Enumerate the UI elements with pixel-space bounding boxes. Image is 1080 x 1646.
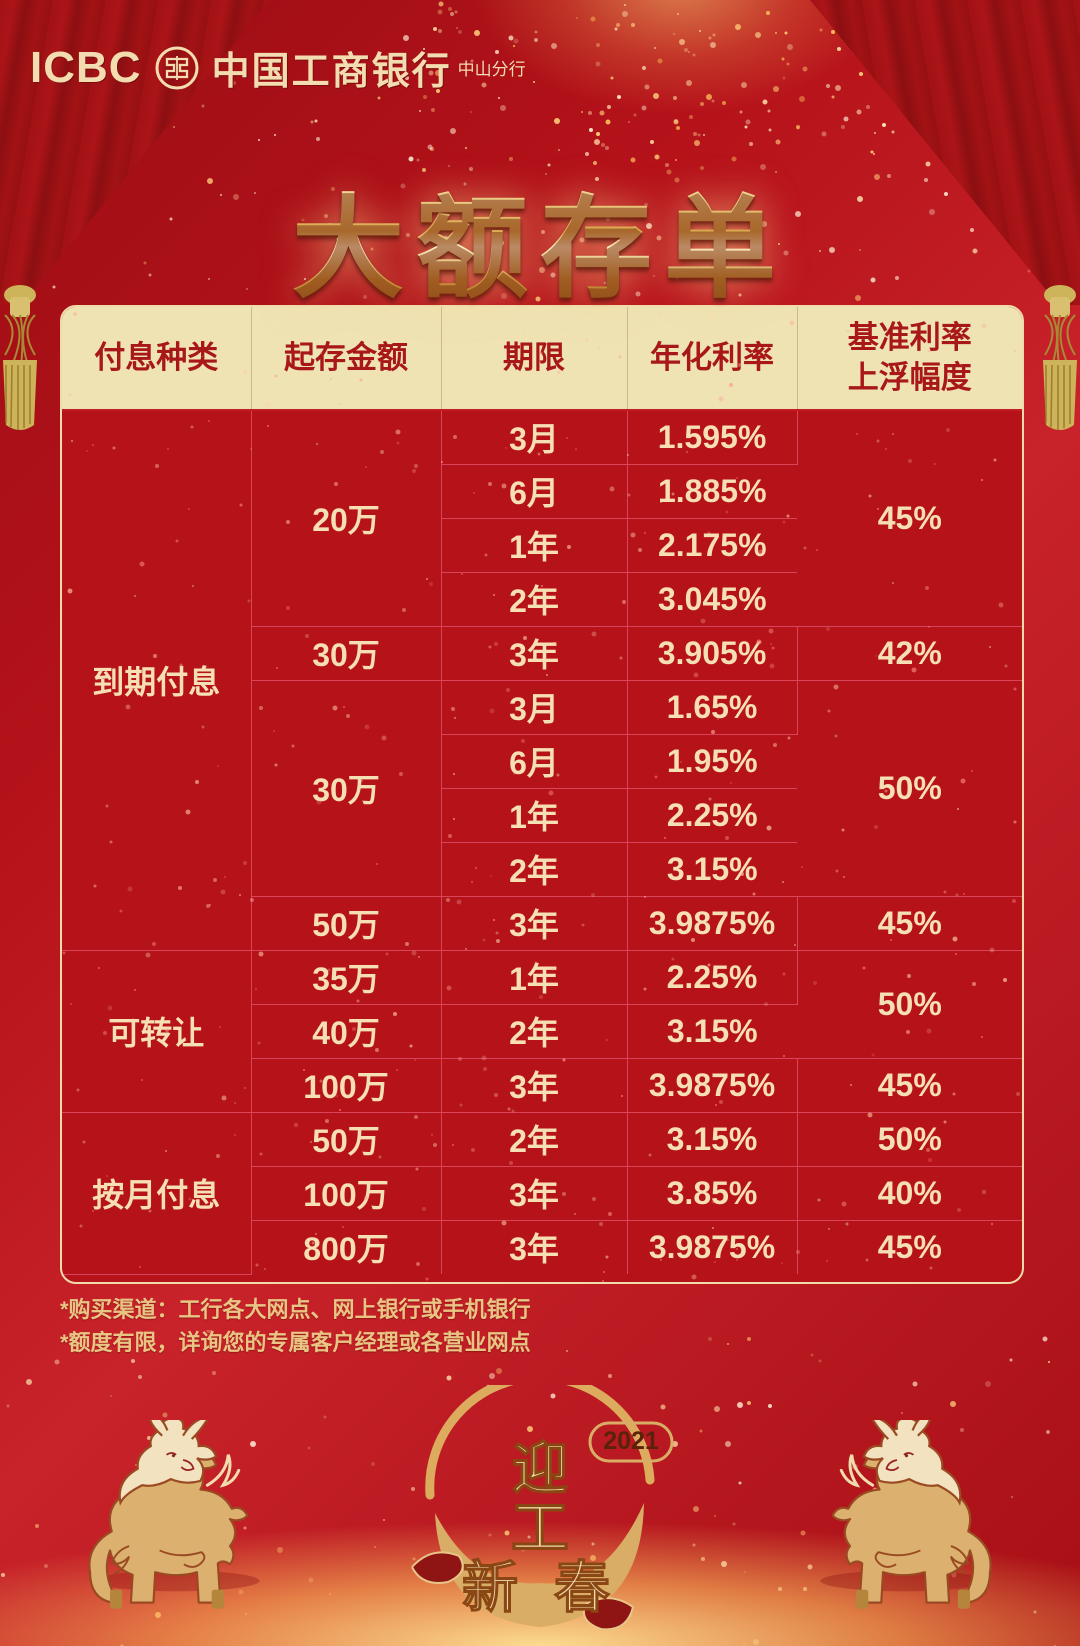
svg-text:2021: 2021 — [603, 1427, 659, 1455]
svg-text:迎: 迎 — [512, 1437, 568, 1500]
svg-text:工: 工 — [511, 1496, 569, 1561]
svg-text:春: 春 — [554, 1556, 610, 1619]
svg-text:新: 新 — [462, 1556, 518, 1619]
